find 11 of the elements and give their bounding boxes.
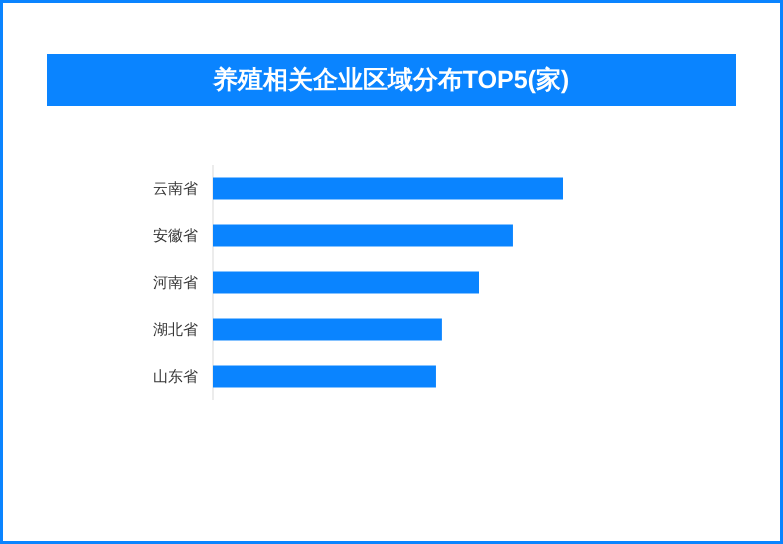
bar bbox=[213, 178, 563, 200]
y-tick-label: 山东省 bbox=[153, 368, 198, 386]
y-tick-label: 云南省 bbox=[153, 180, 198, 198]
y-tick-label: 河南省 bbox=[153, 274, 198, 292]
bar bbox=[213, 318, 442, 340]
bar bbox=[213, 272, 479, 294]
bar bbox=[213, 224, 513, 246]
bar bbox=[213, 366, 436, 388]
chart-title: 养殖相关企业区域分布TOP5(家) bbox=[212, 66, 570, 94]
y-tick-label: 湖北省 bbox=[153, 320, 198, 338]
y-tick-label: 安徽省 bbox=[153, 226, 198, 244]
